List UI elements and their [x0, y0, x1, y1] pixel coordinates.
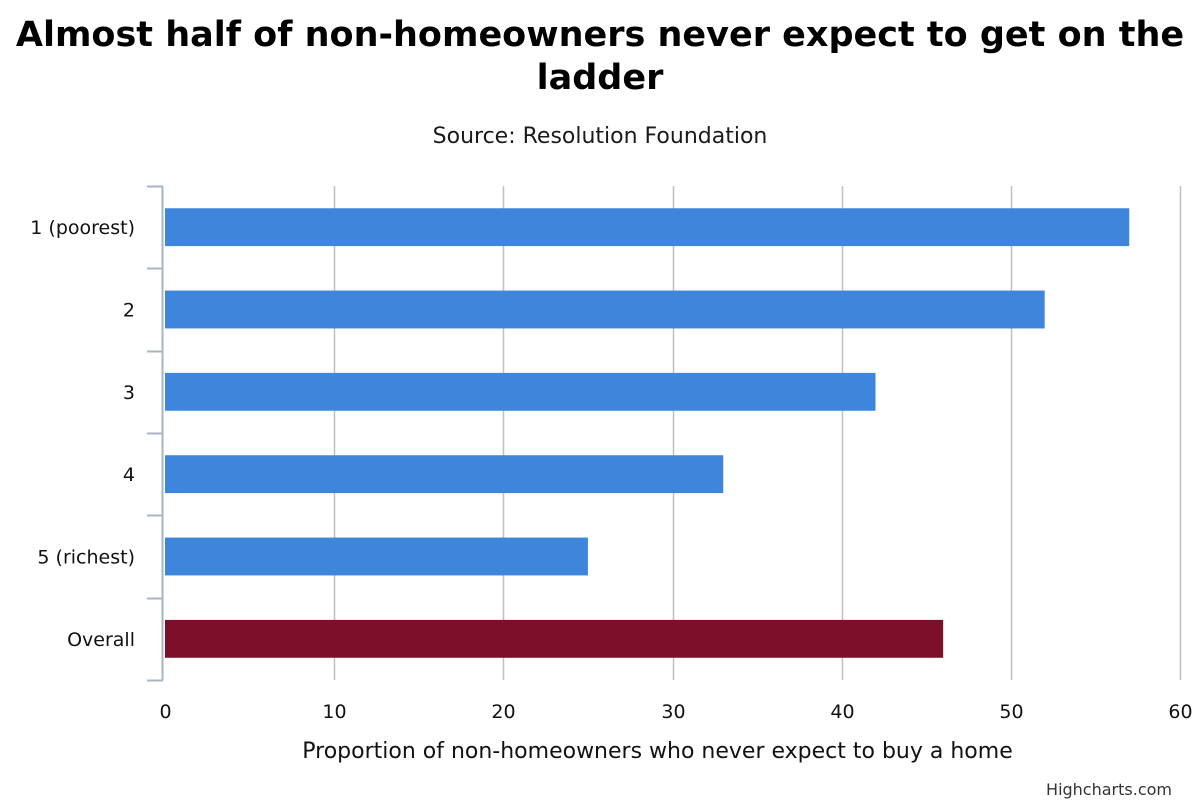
- value-tick-label: 0: [159, 701, 171, 723]
- category-axis: 1 (poorest) 2 3 4 5 (richest) Overall: [30, 185, 164, 682]
- category-label: Overall: [67, 629, 135, 651]
- chart-title: Almost half of non-homeowners never expe…: [0, 14, 1200, 100]
- gridlines: [333, 186, 1182, 680]
- value-axis: 0 10 20 30 40 50 60: [159, 701, 1192, 723]
- value-tick-label: 40: [830, 701, 854, 723]
- bar-1-poorest[interactable]: [165, 208, 1130, 247]
- value-axis-title: Proportion of non-homeowners who never e…: [302, 739, 1012, 764]
- value-tick-label: 60: [1168, 701, 1192, 723]
- value-tick-label: 10: [322, 701, 346, 723]
- value-tick-label: 20: [491, 701, 515, 723]
- chart-title-line-1: Almost half of non-homeowners never expe…: [15, 15, 1185, 55]
- category-label: 2: [123, 300, 135, 322]
- bar-3[interactable]: [165, 372, 876, 411]
- credits-link[interactable]: Highcharts.com: [1046, 780, 1172, 799]
- bar-overall[interactable]: [165, 619, 944, 658]
- category-label: 5 (richest): [37, 547, 135, 569]
- category-label: 4: [123, 464, 135, 486]
- bar-2[interactable]: [165, 290, 1045, 329]
- value-tick-label: 30: [661, 701, 685, 723]
- category-label: 3: [123, 382, 135, 404]
- bar-4[interactable]: [165, 455, 724, 494]
- bar-5-richest[interactable]: [165, 537, 588, 576]
- chart-title-line-2: ladder: [536, 58, 664, 98]
- category-label: 1 (poorest): [30, 217, 135, 239]
- bar-series: [165, 208, 1130, 658]
- value-tick-label: 50: [999, 701, 1023, 723]
- chart-subtitle: Source: Resolution Foundation: [432, 124, 768, 149]
